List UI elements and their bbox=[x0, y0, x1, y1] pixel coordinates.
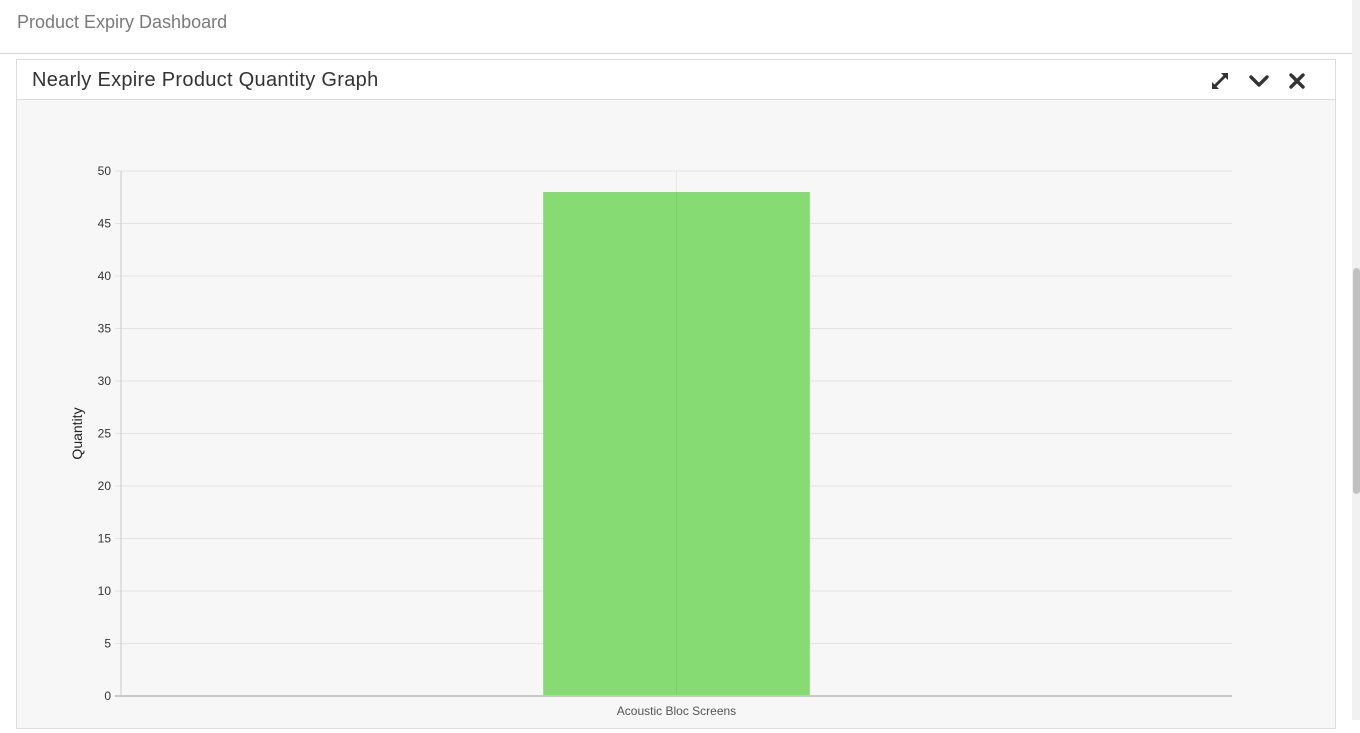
main-content: Nearly Expire Product Quantity Graph bbox=[0, 55, 1352, 729]
quantity-bar-chart: 0 5 10 15 20 25 30 35 40 45 50 Acoustic Bloc Screen… bbox=[69, 164, 1232, 718]
y-tick-label: 10 bbox=[98, 584, 112, 598]
y-tick-label: 25 bbox=[98, 427, 112, 441]
collapse-button[interactable] bbox=[1248, 70, 1270, 92]
graph-panel: Nearly Expire Product Quantity Graph bbox=[16, 59, 1336, 729]
y-tick-label: 50 bbox=[98, 164, 112, 178]
page-title: Product Expiry Dashboard bbox=[17, 12, 228, 32]
x-category-label: Acoustic Bloc Screens bbox=[617, 704, 736, 718]
expand-button[interactable] bbox=[1209, 70, 1231, 92]
panel-header: Nearly Expire Product Quantity Graph bbox=[17, 60, 1335, 100]
close-button[interactable] bbox=[1286, 70, 1308, 92]
y-tick-label: 15 bbox=[98, 532, 112, 546]
chart-area: 0 5 10 15 20 25 30 35 40 45 50 Acoustic Bloc Screen… bbox=[17, 101, 1335, 728]
y-tick-label: 5 bbox=[104, 637, 111, 651]
close-icon bbox=[1286, 70, 1308, 92]
scrollbar-thumb[interactable] bbox=[1353, 268, 1360, 494]
panel-title: Nearly Expire Product Quantity Graph bbox=[32, 69, 379, 91]
y-tick-label: 30 bbox=[98, 374, 112, 388]
bar bbox=[543, 192, 810, 696]
page-header: Product Expiry Dashboard bbox=[0, 0, 1352, 54]
y-axis-title: Quantity bbox=[69, 407, 85, 459]
y-tick-label: 0 bbox=[104, 689, 111, 703]
y-tick-label: 45 bbox=[98, 217, 112, 231]
y-tick-label: 35 bbox=[98, 322, 112, 336]
y-tick-label: 20 bbox=[98, 479, 112, 493]
expand-icon bbox=[1209, 70, 1231, 92]
chevron-down-icon bbox=[1248, 70, 1270, 92]
y-tick-label: 40 bbox=[98, 269, 112, 283]
